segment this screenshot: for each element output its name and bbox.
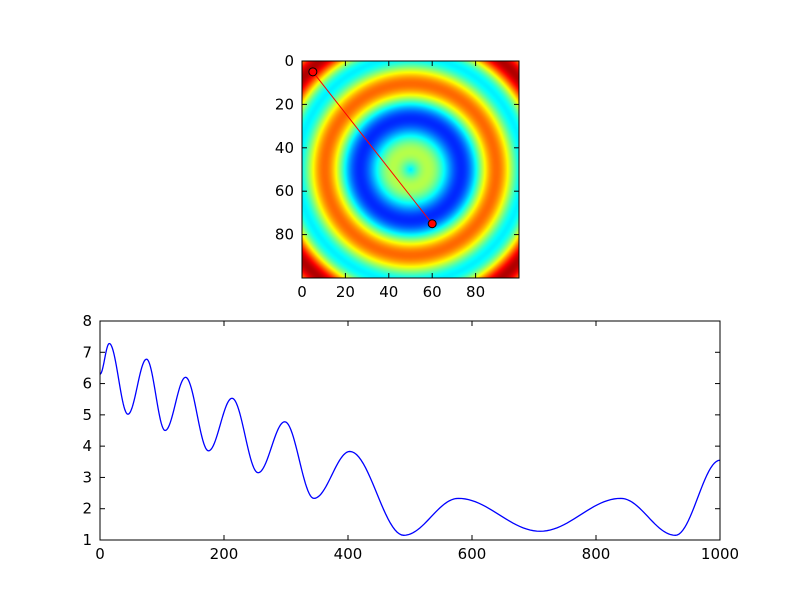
line-x-tick-label: 800 bbox=[582, 545, 611, 563]
line-y-tick-label: 3 bbox=[82, 468, 92, 486]
heatmap-y-tick-label: 80 bbox=[275, 226, 294, 244]
line-y-tick-label: 7 bbox=[82, 343, 92, 361]
overlay-marker-1 bbox=[427, 219, 437, 229]
heatmap-x-tick-label: 80 bbox=[466, 283, 485, 301]
heatmap-image bbox=[302, 61, 519, 278]
heatmap-y-tick-label: 20 bbox=[275, 95, 294, 113]
heatmap-y-tick-label: 0 bbox=[284, 52, 294, 70]
heatmap-x-tick-label: 40 bbox=[379, 283, 398, 301]
heatmap-x-axis: 0 20 40 60 80 bbox=[297, 61, 485, 301]
heatmap-axes-frame bbox=[301, 60, 520, 279]
line-y-tick-label: 5 bbox=[82, 406, 92, 424]
line-y-tick-label: 8 bbox=[82, 312, 92, 330]
heatmap-y-tick-label: 60 bbox=[275, 182, 294, 200]
line-y-tick-label: 1 bbox=[82, 531, 92, 549]
line-x-tick-label: 1000 bbox=[701, 545, 739, 563]
heatmap-overlay bbox=[308, 67, 437, 229]
line-y-tick-label: 2 bbox=[82, 500, 92, 518]
line-x-axis: 0 200 400 600 800 1000 bbox=[95, 321, 739, 563]
heatmap-y-tick-label: 40 bbox=[275, 139, 294, 157]
heatmap-x-tick-label: 0 bbox=[297, 283, 307, 301]
line-x-tick-label: 0 bbox=[95, 545, 105, 563]
overlay-line bbox=[312, 71, 433, 225]
heatmap-panel: 0 20 40 60 80 0 20 40 60 80 bbox=[275, 52, 520, 301]
heatmap-x-tick-label: 20 bbox=[336, 283, 355, 301]
heatmap-x-tick-label: 60 bbox=[423, 283, 442, 301]
line-axes-frame bbox=[99, 320, 721, 541]
line-x-tick-label: 200 bbox=[210, 545, 239, 563]
line-x-tick-label: 400 bbox=[334, 545, 363, 563]
overlay-marker-0 bbox=[308, 67, 318, 77]
line-y-tick-label: 4 bbox=[82, 437, 92, 455]
line-panel: 0 200 400 600 800 1000 1 2 3 4 5 6 7 8 bbox=[82, 312, 739, 563]
line-x-tick-label: 600 bbox=[458, 545, 487, 563]
heatmap-y-axis: 0 20 40 60 80 bbox=[275, 52, 519, 244]
line-y-tick-label: 6 bbox=[82, 375, 92, 393]
line-y-axis: 1 2 3 4 5 6 7 8 bbox=[82, 312, 720, 549]
line-series bbox=[100, 342, 720, 536]
